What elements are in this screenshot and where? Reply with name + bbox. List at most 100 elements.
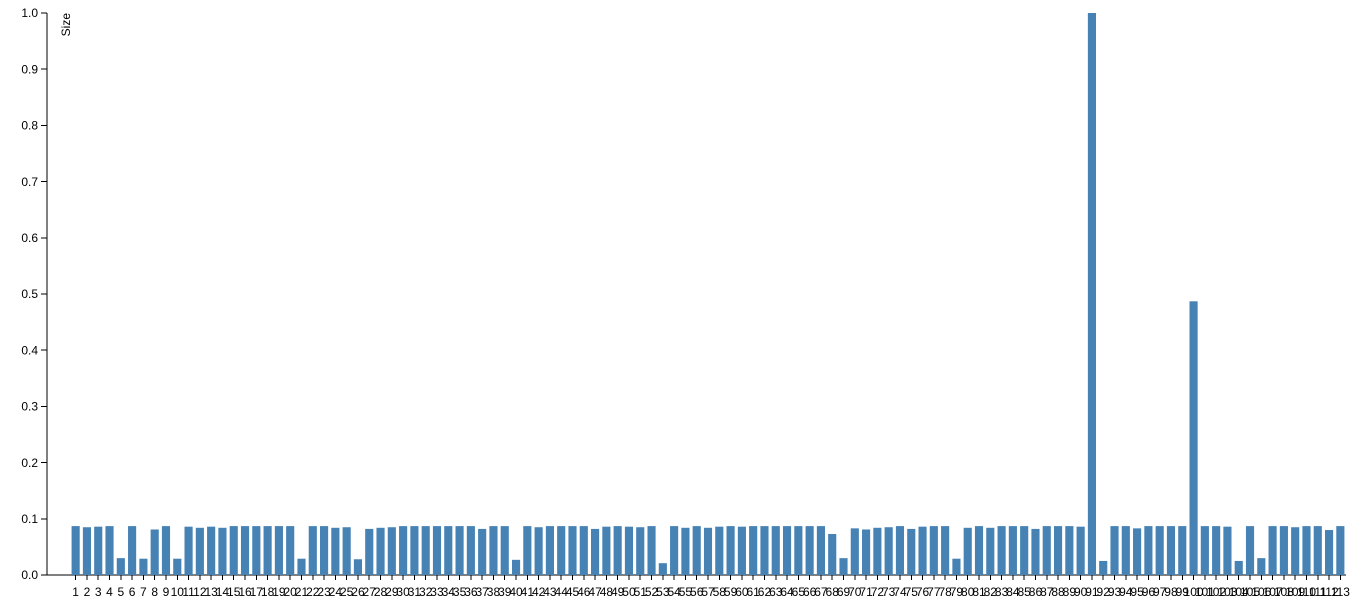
x-tick-label: 104 xyxy=(1229,585,1249,599)
bar xyxy=(218,527,227,575)
x-tick-label: 4 xyxy=(106,585,113,599)
bar xyxy=(1042,526,1051,575)
y-tick-label: 0.0 xyxy=(21,568,38,582)
x-tick-label: 98 xyxy=(1164,585,1178,599)
bar xyxy=(941,526,950,575)
x-tick-label: 45 xyxy=(566,585,580,599)
x-tick-label: 21 xyxy=(295,585,309,599)
x-tick-label: 33 xyxy=(430,585,444,599)
bar xyxy=(760,526,769,575)
bar xyxy=(557,526,566,575)
bar xyxy=(139,558,148,575)
bar xyxy=(207,526,216,575)
x-tick-label: 17 xyxy=(250,585,264,599)
x-tick-label: 63 xyxy=(769,585,783,599)
x-tick-label: 25 xyxy=(340,585,354,599)
bar xyxy=(568,526,577,575)
x-tick-label: 107 xyxy=(1263,585,1283,599)
bar xyxy=(1133,528,1142,575)
bar xyxy=(1223,526,1232,575)
bar xyxy=(681,527,690,575)
x-tick-label: 67 xyxy=(814,585,828,599)
bar xyxy=(500,526,509,575)
bar xyxy=(511,559,521,575)
bar xyxy=(82,527,92,575)
x-tick-label: 111 xyxy=(1309,585,1328,599)
x-tick-label: 52 xyxy=(645,585,659,599)
x-tick-label: 7 xyxy=(140,585,147,599)
x-tick-label: 51 xyxy=(634,585,648,599)
bar xyxy=(353,559,363,575)
x-tick-label: 35 xyxy=(453,585,467,599)
bar xyxy=(726,526,735,575)
bar xyxy=(432,526,442,575)
x-tick-label: 50 xyxy=(622,585,636,599)
x-tick-label: 24 xyxy=(329,585,343,599)
x-tick-label: 18 xyxy=(261,585,275,599)
bar xyxy=(1313,526,1322,575)
y-tick-label: 0.8 xyxy=(21,119,38,133)
bar xyxy=(1087,13,1096,575)
y-tick-label: 0.5 xyxy=(21,287,38,301)
x-tick-label: 58 xyxy=(713,585,727,599)
x-tick-label: 75 xyxy=(905,585,919,599)
x-tick-label: 39 xyxy=(498,585,512,599)
x-tick-label: 101 xyxy=(1195,585,1215,599)
x-tick-label: 40 xyxy=(509,585,523,599)
bar xyxy=(579,526,588,575)
bar xyxy=(545,526,554,575)
bar xyxy=(1099,560,1108,575)
x-tick-label: 26 xyxy=(351,585,365,599)
bar xyxy=(1178,526,1187,575)
bar xyxy=(1245,526,1255,575)
x-tick-label: 11 xyxy=(182,585,195,599)
bar xyxy=(1279,526,1288,575)
x-tick-label: 46 xyxy=(577,585,591,599)
bar xyxy=(1166,526,1176,575)
bar xyxy=(929,526,938,575)
x-tick-label: 74 xyxy=(893,585,907,599)
x-tick-label: 60 xyxy=(735,585,749,599)
bar xyxy=(963,527,972,575)
x-tick-label: 66 xyxy=(803,585,817,599)
x-tick-label: 37 xyxy=(475,585,489,599)
x-tick-label: 94 xyxy=(1119,585,1133,599)
bar xyxy=(636,527,645,575)
bar xyxy=(1020,526,1029,575)
x-tick-label: 112 xyxy=(1319,585,1338,599)
x-tick-label: 68 xyxy=(826,585,840,599)
bar xyxy=(895,526,905,575)
x-tick-label: 71 xyxy=(859,585,873,599)
bar xyxy=(873,527,882,575)
x-tick-label: 65 xyxy=(792,585,806,599)
y-tick-label: 0.4 xyxy=(21,343,38,357)
bar xyxy=(805,526,814,575)
x-tick-label: 76 xyxy=(916,585,930,599)
bar xyxy=(771,526,780,575)
bar xyxy=(1291,527,1300,575)
x-tick-label: 82 xyxy=(984,585,998,599)
bar xyxy=(466,526,475,575)
bar xyxy=(376,527,385,575)
bar xyxy=(749,526,758,575)
x-tick-label: 6 xyxy=(129,585,136,599)
x-tick-label: 1 xyxy=(72,585,79,599)
x-tick-label: 95 xyxy=(1130,585,1144,599)
bar xyxy=(1268,526,1277,575)
bar xyxy=(703,527,713,575)
bar xyxy=(1336,526,1345,575)
bar xyxy=(387,527,396,575)
x-tick-label: 42 xyxy=(532,585,546,599)
x-tick-label: 93 xyxy=(1108,585,1122,599)
bar xyxy=(670,526,679,575)
x-tick-label: 89 xyxy=(1063,585,1077,599)
x-tick-label: 70 xyxy=(848,585,862,599)
bar xyxy=(184,526,193,575)
bar xyxy=(240,526,250,575)
y-tick-label: 0.7 xyxy=(21,175,38,189)
bar xyxy=(828,533,837,575)
x-tick-label: 100 xyxy=(1184,585,1204,599)
bar xyxy=(1144,526,1153,575)
x-tick-label: 81 xyxy=(972,585,986,599)
bar xyxy=(1257,558,1266,575)
